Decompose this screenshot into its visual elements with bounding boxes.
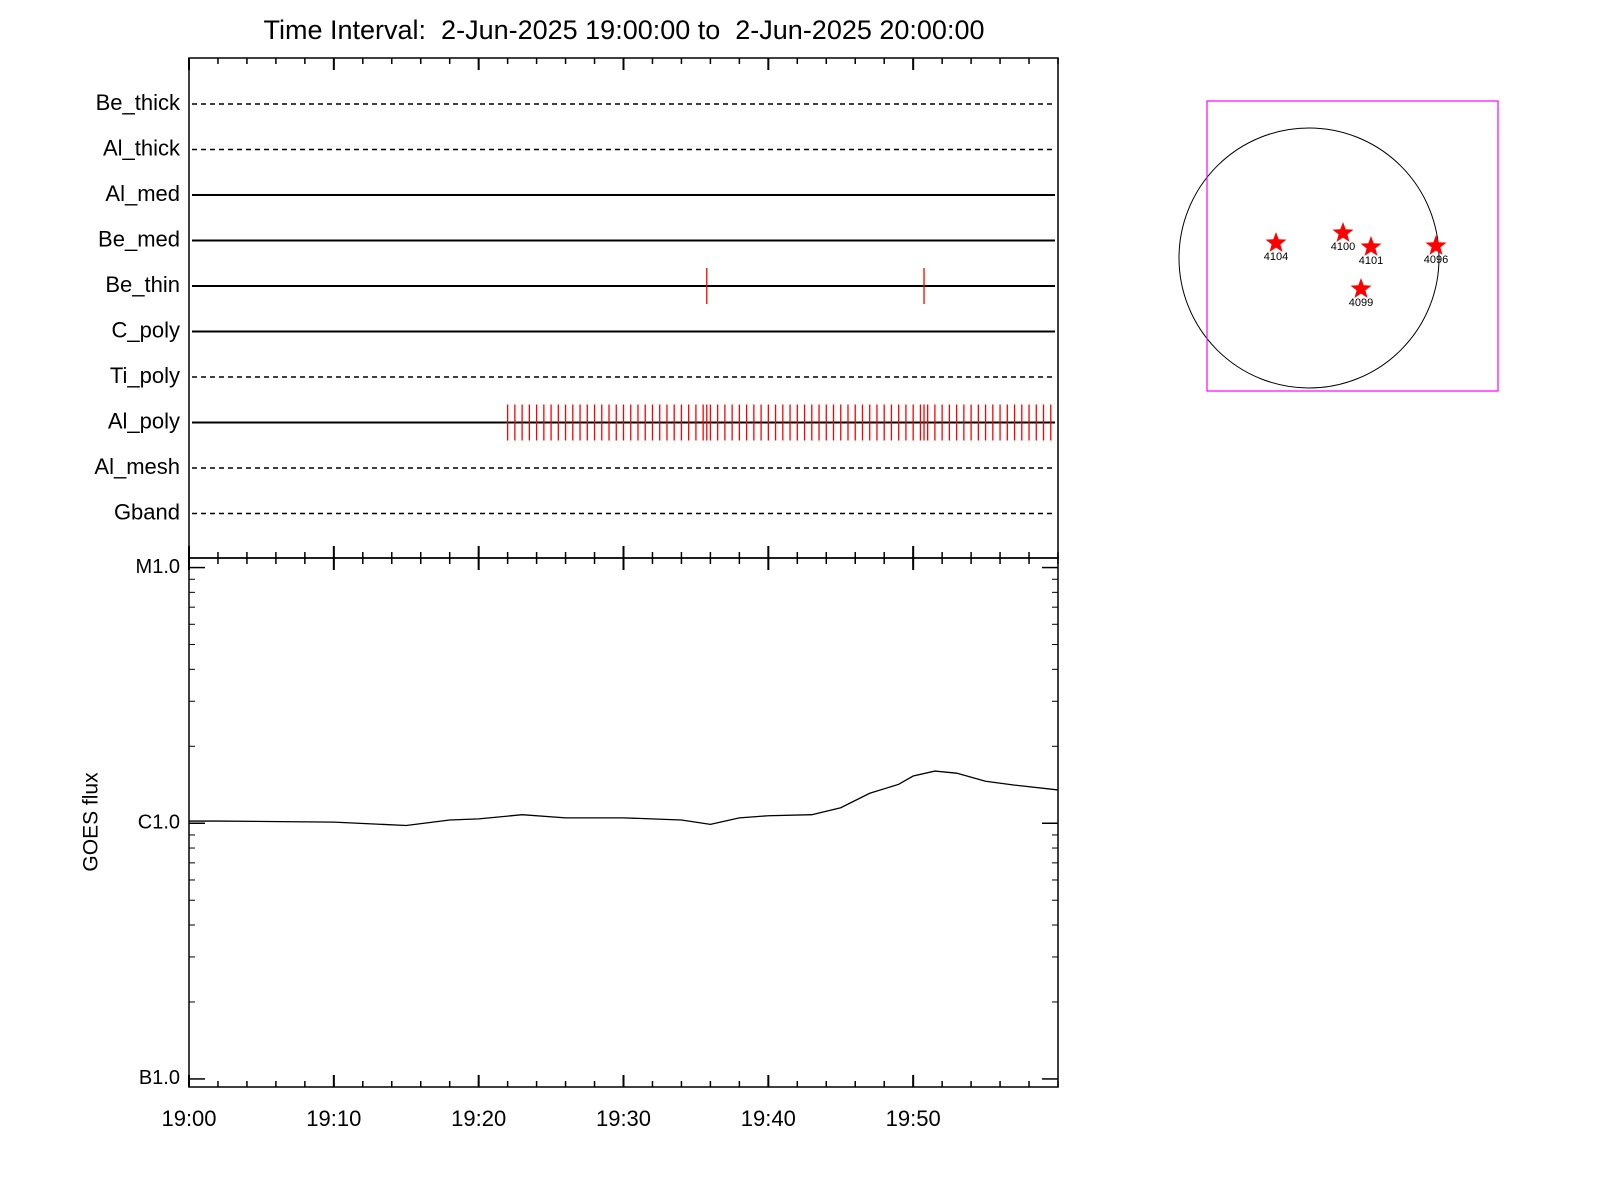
x-tick-label: 19:00 bbox=[161, 1106, 216, 1131]
filter-label: Be_thin bbox=[105, 272, 180, 297]
y-axis-label: GOES flux bbox=[80, 772, 103, 872]
x-tick-label: 19:10 bbox=[306, 1106, 361, 1131]
region-star bbox=[1350, 278, 1372, 298]
filter-label: Al_poly bbox=[108, 408, 180, 433]
filter-label: Be_med bbox=[98, 226, 180, 251]
filter-label: Ti_poly bbox=[110, 363, 180, 388]
x-tick-label: 19:20 bbox=[451, 1106, 506, 1131]
y-tick-label: M1.0 bbox=[136, 556, 180, 578]
filter-label: Al_med bbox=[105, 181, 180, 206]
region-star bbox=[1425, 235, 1447, 255]
timeline-frame bbox=[188, 57, 1059, 559]
region-label: 4099 bbox=[1349, 297, 1373, 309]
region-star bbox=[1360, 236, 1382, 256]
filter-label: Gband bbox=[114, 499, 180, 524]
region-label: 4104 bbox=[1264, 251, 1288, 263]
filter-label: C_poly bbox=[112, 317, 180, 342]
solar-disk bbox=[1178, 127, 1440, 389]
goes-line bbox=[189, 770, 1059, 827]
x-tick-label: 19:40 bbox=[741, 1106, 796, 1131]
region-star bbox=[1265, 232, 1287, 252]
filter-label: Be_thick bbox=[96, 90, 181, 115]
chart-title: Time Interval: 2-Jun-2025 19:00:00 to 2-… bbox=[264, 15, 985, 45]
x-tick-label: 19:50 bbox=[886, 1106, 941, 1131]
region-label: 4100 bbox=[1331, 241, 1355, 253]
y-tick-label: C1.0 bbox=[138, 812, 180, 834]
y-tick-label: B1.0 bbox=[139, 1067, 180, 1089]
region-star bbox=[1332, 222, 1354, 242]
x-tick-label: 19:30 bbox=[596, 1106, 651, 1131]
field-of-view bbox=[1206, 100, 1499, 392]
filter-label: Al_thick bbox=[103, 135, 181, 160]
filter-label: Al_mesh bbox=[94, 454, 180, 479]
region-label: 4096 bbox=[1424, 254, 1448, 266]
region-label: 4101 bbox=[1359, 255, 1383, 267]
